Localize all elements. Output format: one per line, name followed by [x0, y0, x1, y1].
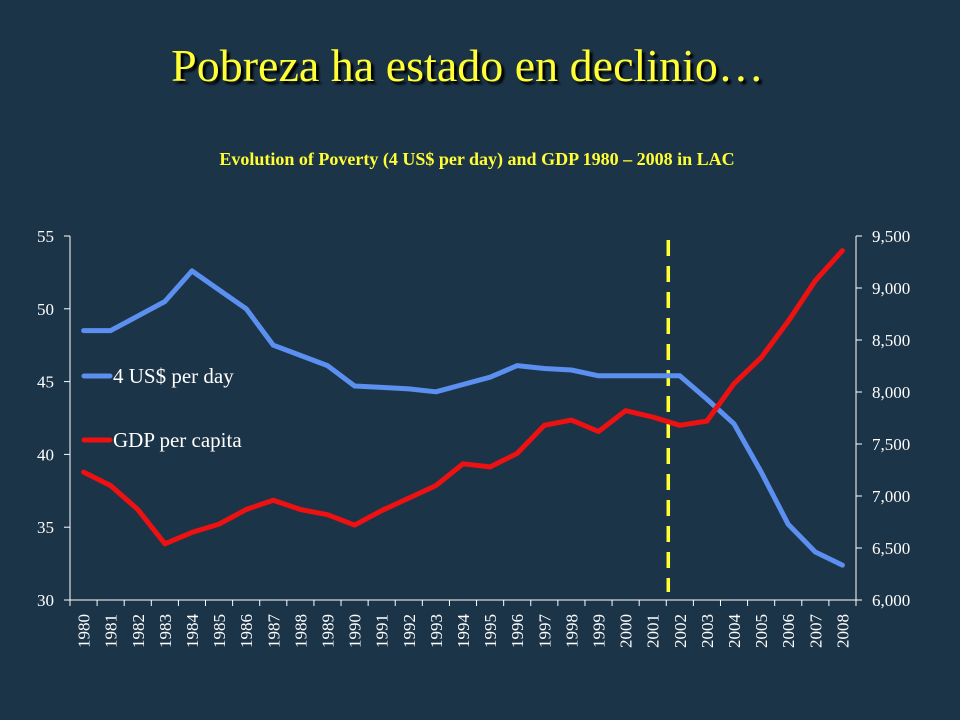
x-tick-label: 1990 [346, 614, 365, 648]
x-tick-label: 1998 [562, 614, 581, 648]
x-tick-label: 2002 [671, 614, 690, 648]
x-tick-label: 1982 [129, 614, 148, 648]
y-left-tick-label: 55 [37, 227, 54, 246]
x-tick-label: 2007 [806, 614, 825, 649]
y-right-tick-label: 7,500 [872, 435, 910, 454]
x-tick-label: 2004 [725, 614, 744, 649]
y-left-tick-label: 50 [37, 300, 54, 319]
x-tick-label: 1999 [590, 614, 609, 648]
x-tick-label: 1995 [481, 614, 500, 648]
series-line-poverty [81, 268, 845, 568]
x-tick-label: 1996 [508, 614, 527, 648]
slide-title: Pobreza ha estado en declinio… [171, 40, 764, 91]
y-right-tick-label: 9,000 [872, 279, 910, 298]
x-tick-label: 1985 [210, 614, 229, 648]
y-right-tick-label: 8,000 [872, 383, 910, 402]
x-tick-label: 2001 [644, 614, 663, 648]
x-tick-label: 1983 [156, 614, 175, 648]
y-left-tick-label: 40 [37, 445, 54, 464]
y-right-tick-label: 9,500 [872, 227, 910, 246]
x-tick-label: 1994 [454, 614, 473, 649]
x-tick-label: 1987 [264, 614, 283, 649]
x-tick-label: 1986 [237, 614, 256, 648]
axes: 30 35 40 45 50 55 6,000 6,500 7,000 7,500 8,000 8,5… [37, 227, 910, 648]
x-tick-label: 1992 [400, 614, 419, 648]
x-tick-label: 2006 [779, 614, 798, 648]
legend: 4 US$ per day GDP per capita [81, 364, 242, 452]
x-tick-label: 1993 [427, 614, 446, 648]
y-left-tick-label: 45 [37, 373, 54, 392]
series-line-gdp [81, 248, 845, 547]
y-right-tick-label: 7,000 [872, 487, 910, 506]
legend-label: GDP per capita [113, 428, 242, 452]
y-left-tick-label: 35 [37, 518, 54, 537]
y-right-tick-label: 6,500 [872, 539, 910, 558]
chart-title: Evolution of Poverty (4 US$ per day) and… [219, 149, 734, 170]
x-tick-label: 2005 [752, 614, 771, 648]
x-tick-label: 1997 [535, 614, 554, 649]
y-right-tick-label: 8,500 [872, 331, 910, 350]
x-tick-label: 1984 [183, 614, 202, 649]
x-tick-label: 1991 [373, 614, 392, 648]
x-tick-label: 1988 [291, 614, 310, 648]
x-tick-label: 2008 [833, 614, 852, 648]
x-tick-label: 2000 [617, 614, 636, 648]
y-left-tick-label: 30 [37, 591, 54, 610]
x-tick-label: 1980 [75, 614, 94, 648]
legend-label: 4 US$ per day [113, 364, 234, 388]
x-tick-label: 2003 [698, 614, 717, 648]
x-tick-label: 1981 [102, 614, 121, 648]
series-layer [81, 248, 845, 568]
y-right-tick-label: 6,000 [872, 591, 910, 610]
x-tick-label: 1989 [318, 614, 337, 648]
